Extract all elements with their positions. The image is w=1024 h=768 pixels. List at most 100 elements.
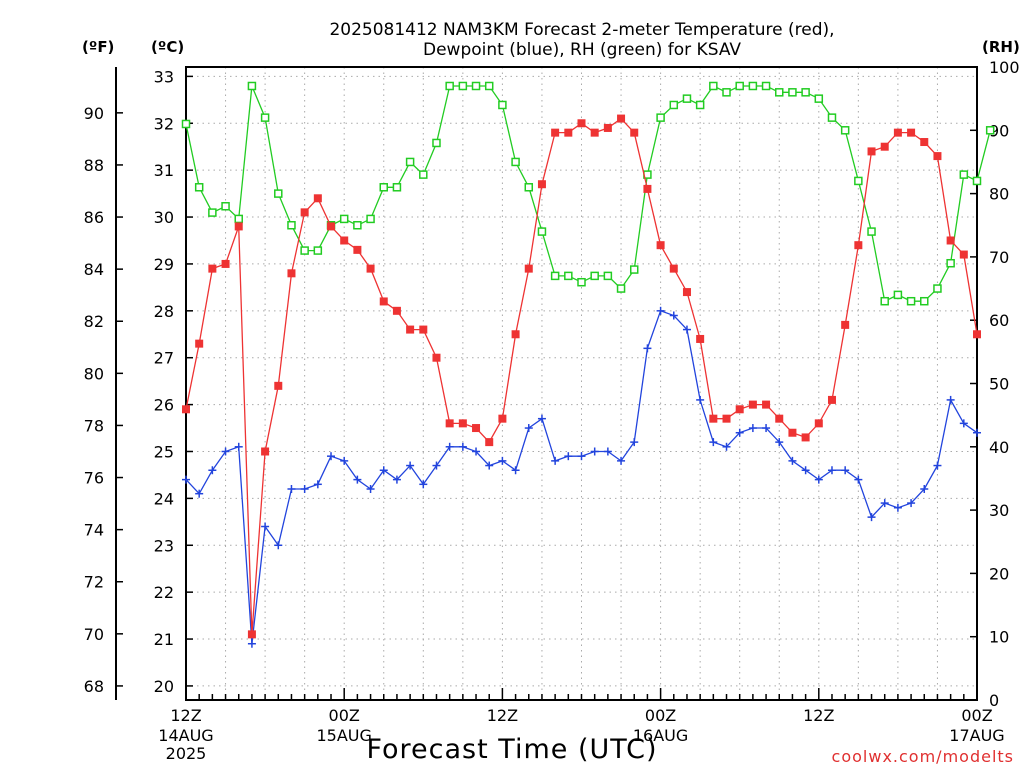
temperature-point — [669, 264, 678, 273]
dewpoint-point — [392, 475, 401, 484]
rh-point — [840, 126, 850, 135]
rh-point — [590, 271, 599, 281]
temperature-point — [959, 250, 968, 259]
fahrenheit-tick-label: 86 — [84, 208, 104, 227]
dewpoint-point — [801, 466, 810, 475]
temperature-point — [445, 419, 454, 428]
dewpoint-point — [630, 438, 639, 447]
rh-point — [880, 296, 889, 306]
rh-point — [775, 88, 784, 97]
dewpoint-point — [379, 466, 388, 475]
fahrenheit-tick-label: 76 — [84, 469, 104, 488]
x-axis-label: Forecast Time (UTC) — [366, 734, 657, 765]
temperature-point — [511, 330, 520, 339]
rh-point — [709, 81, 718, 91]
temperature-point — [247, 630, 256, 639]
temperature-point — [722, 414, 731, 423]
rh-point — [484, 81, 494, 91]
x-tick-label: 14AUG — [158, 726, 213, 745]
rh-tick-label: 60 — [989, 311, 1009, 330]
celsius-tick-label: 27 — [154, 349, 174, 368]
rh-tick-label: 50 — [989, 375, 1009, 394]
rh-point — [498, 100, 507, 110]
dewpoint-point — [551, 456, 560, 465]
dewpoint-point — [366, 485, 375, 493]
rh-tick-label: 0 — [989, 691, 999, 710]
dewpoint-point — [274, 541, 283, 550]
fahrenheit-tick-label: 70 — [84, 625, 104, 644]
temperature-point — [735, 405, 744, 414]
rh-point — [260, 113, 270, 122]
rh-point — [748, 81, 758, 91]
axes: 68 70 72 74 76 78 80 82 84 86 88 90 20 21 22 23 24 25 26 27… — [84, 58, 1020, 763]
temperature-point — [946, 236, 955, 245]
temperature-point — [485, 438, 494, 447]
dewpoint-point — [247, 639, 256, 648]
rh-point — [247, 81, 257, 91]
fahrenheit-tick-label: 84 — [84, 260, 104, 279]
temperature-point — [603, 123, 612, 132]
rh-point — [603, 271, 613, 281]
rh-point — [445, 81, 454, 91]
rh-point — [577, 277, 586, 287]
dewpoint-point — [445, 442, 454, 451]
fahrenheit-tick-label: 68 — [84, 677, 104, 696]
rh-point — [392, 183, 402, 192]
temperature-point — [432, 353, 441, 362]
dewpoint-point — [669, 311, 678, 320]
dewpoint-point — [617, 456, 626, 465]
dewpoint-point — [973, 428, 981, 437]
rh-point — [695, 100, 705, 110]
temperature-point — [775, 414, 784, 423]
temperature-point — [274, 381, 283, 390]
rh-point — [959, 170, 969, 179]
temperature-point — [221, 259, 230, 268]
rh-point — [827, 113, 837, 122]
gridlines — [186, 67, 977, 700]
temperature-point — [406, 325, 415, 334]
temperature-point — [313, 194, 322, 203]
dewpoint-point — [893, 503, 902, 512]
temperature-point — [814, 419, 823, 428]
x-tick-label: 16AUG — [633, 726, 688, 745]
temperature-point — [498, 414, 507, 423]
temperature-point — [577, 119, 586, 128]
fahrenheit-tick-label: 74 — [84, 521, 104, 540]
x-tick-label: 00Z — [645, 706, 676, 725]
rh-point — [379, 183, 388, 192]
fahrenheit-tick-label: 88 — [84, 156, 104, 175]
dewpoint-point — [762, 424, 771, 433]
celsius-tick-label: 25 — [154, 442, 174, 461]
x-tick-label: 12Z — [803, 706, 834, 725]
temperature-point — [748, 400, 757, 409]
temperature-point — [261, 447, 270, 456]
dewpoint-point — [208, 466, 217, 475]
celsius-tick-label: 23 — [154, 536, 174, 555]
temperature-point — [379, 297, 388, 306]
rh-point — [300, 246, 309, 255]
temperature-point — [458, 419, 467, 428]
dewpoint-point — [472, 447, 481, 456]
temperature-point — [880, 142, 889, 151]
dewpoint-point — [340, 456, 349, 465]
rh-point — [920, 296, 929, 306]
rh-series-line — [185, 85, 991, 303]
site-credit: coolwx.com/modelts — [832, 747, 1014, 766]
celsius-tick-label: 32 — [154, 114, 174, 133]
dewpoint-point — [735, 428, 744, 437]
temperature-point — [590, 128, 599, 137]
temperature-point — [867, 147, 876, 156]
temperature-point — [841, 320, 850, 329]
rh-point — [366, 214, 375, 224]
dewpoint-point — [511, 466, 520, 475]
dewpoint-point — [682, 325, 691, 334]
x-tick-label: 2025 — [166, 744, 207, 763]
temperature-point — [353, 245, 362, 254]
dewpoint-point — [221, 447, 230, 456]
rh-point — [432, 138, 441, 148]
rh-point — [906, 296, 916, 306]
dewpoint-point — [709, 438, 718, 447]
rh-point — [471, 81, 481, 91]
dewpoint-point — [722, 442, 731, 451]
dewpoint-point — [827, 466, 836, 475]
